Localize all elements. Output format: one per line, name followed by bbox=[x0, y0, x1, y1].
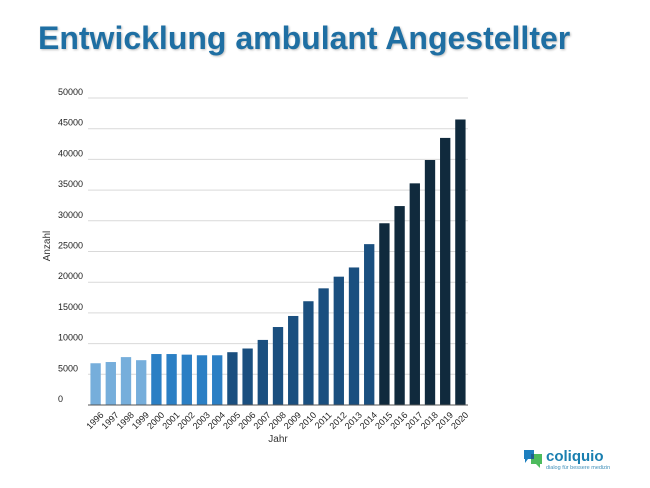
y-tick-label: 15000 bbox=[58, 302, 83, 312]
y-axis-ticks: 0 5000 10000 15000 20000 25000 30000 35000 40000… bbox=[58, 87, 83, 404]
bar-2009 bbox=[288, 315, 299, 405]
y-tick-label: 20000 bbox=[58, 271, 83, 281]
bar-2008 bbox=[272, 327, 284, 405]
bar-1998 bbox=[120, 357, 132, 405]
y-tick-label: 10000 bbox=[58, 333, 83, 343]
bar-2020 bbox=[455, 119, 466, 406]
bar-2012 bbox=[333, 276, 344, 405]
x-axis-title: Jahr bbox=[268, 434, 288, 445]
x-tick-label: 2020 bbox=[449, 410, 470, 431]
bar-2018 bbox=[424, 160, 436, 405]
y-tick-label: 5000 bbox=[58, 363, 78, 373]
bar-2000 bbox=[151, 354, 162, 405]
bar-2014 bbox=[364, 244, 375, 405]
bar-2013 bbox=[348, 267, 360, 405]
y-tick-label: 25000 bbox=[58, 241, 83, 251]
y-tick-label: 30000 bbox=[58, 210, 83, 220]
bar-1996 bbox=[90, 363, 101, 405]
y-tick-label: 45000 bbox=[58, 118, 83, 128]
bar-2001 bbox=[166, 354, 177, 405]
bar-2006 bbox=[242, 348, 253, 405]
speech-bubble-logo-icon bbox=[524, 450, 542, 468]
bar-2003 bbox=[196, 355, 208, 405]
bar-2016 bbox=[394, 206, 405, 405]
brand-name: coliquio bbox=[546, 448, 604, 465]
y-tick-label: 40000 bbox=[58, 148, 83, 158]
bar-2019 bbox=[440, 137, 451, 405]
coliquio-logo: coliquio dialog für bessere medizin bbox=[522, 446, 632, 476]
bar-2002 bbox=[181, 354, 192, 405]
bar-2015 bbox=[379, 223, 390, 405]
bar-2017 bbox=[409, 183, 420, 405]
y-tick-label: 50000 bbox=[58, 87, 83, 97]
bar-1997 bbox=[105, 362, 116, 405]
bar-1999 bbox=[136, 360, 147, 405]
bar-2005 bbox=[227, 352, 238, 405]
bar-2011 bbox=[318, 288, 329, 405]
bar-2007 bbox=[257, 339, 268, 405]
x-axis-ticks: 1996199719981999200020012002200320042005… bbox=[84, 410, 470, 431]
y-tick-label: 0 bbox=[58, 394, 63, 404]
bar-2004 bbox=[212, 355, 223, 405]
y-tick-label: 35000 bbox=[58, 179, 83, 189]
chart-title: Entwicklung ambulant Angestellter bbox=[38, 20, 571, 56]
bar-2010 bbox=[303, 301, 314, 405]
bar-series bbox=[90, 119, 466, 406]
y-axis-title: Anzahl bbox=[42, 231, 53, 262]
brand-tagline: dialog für bessere medizin bbox=[546, 465, 611, 471]
